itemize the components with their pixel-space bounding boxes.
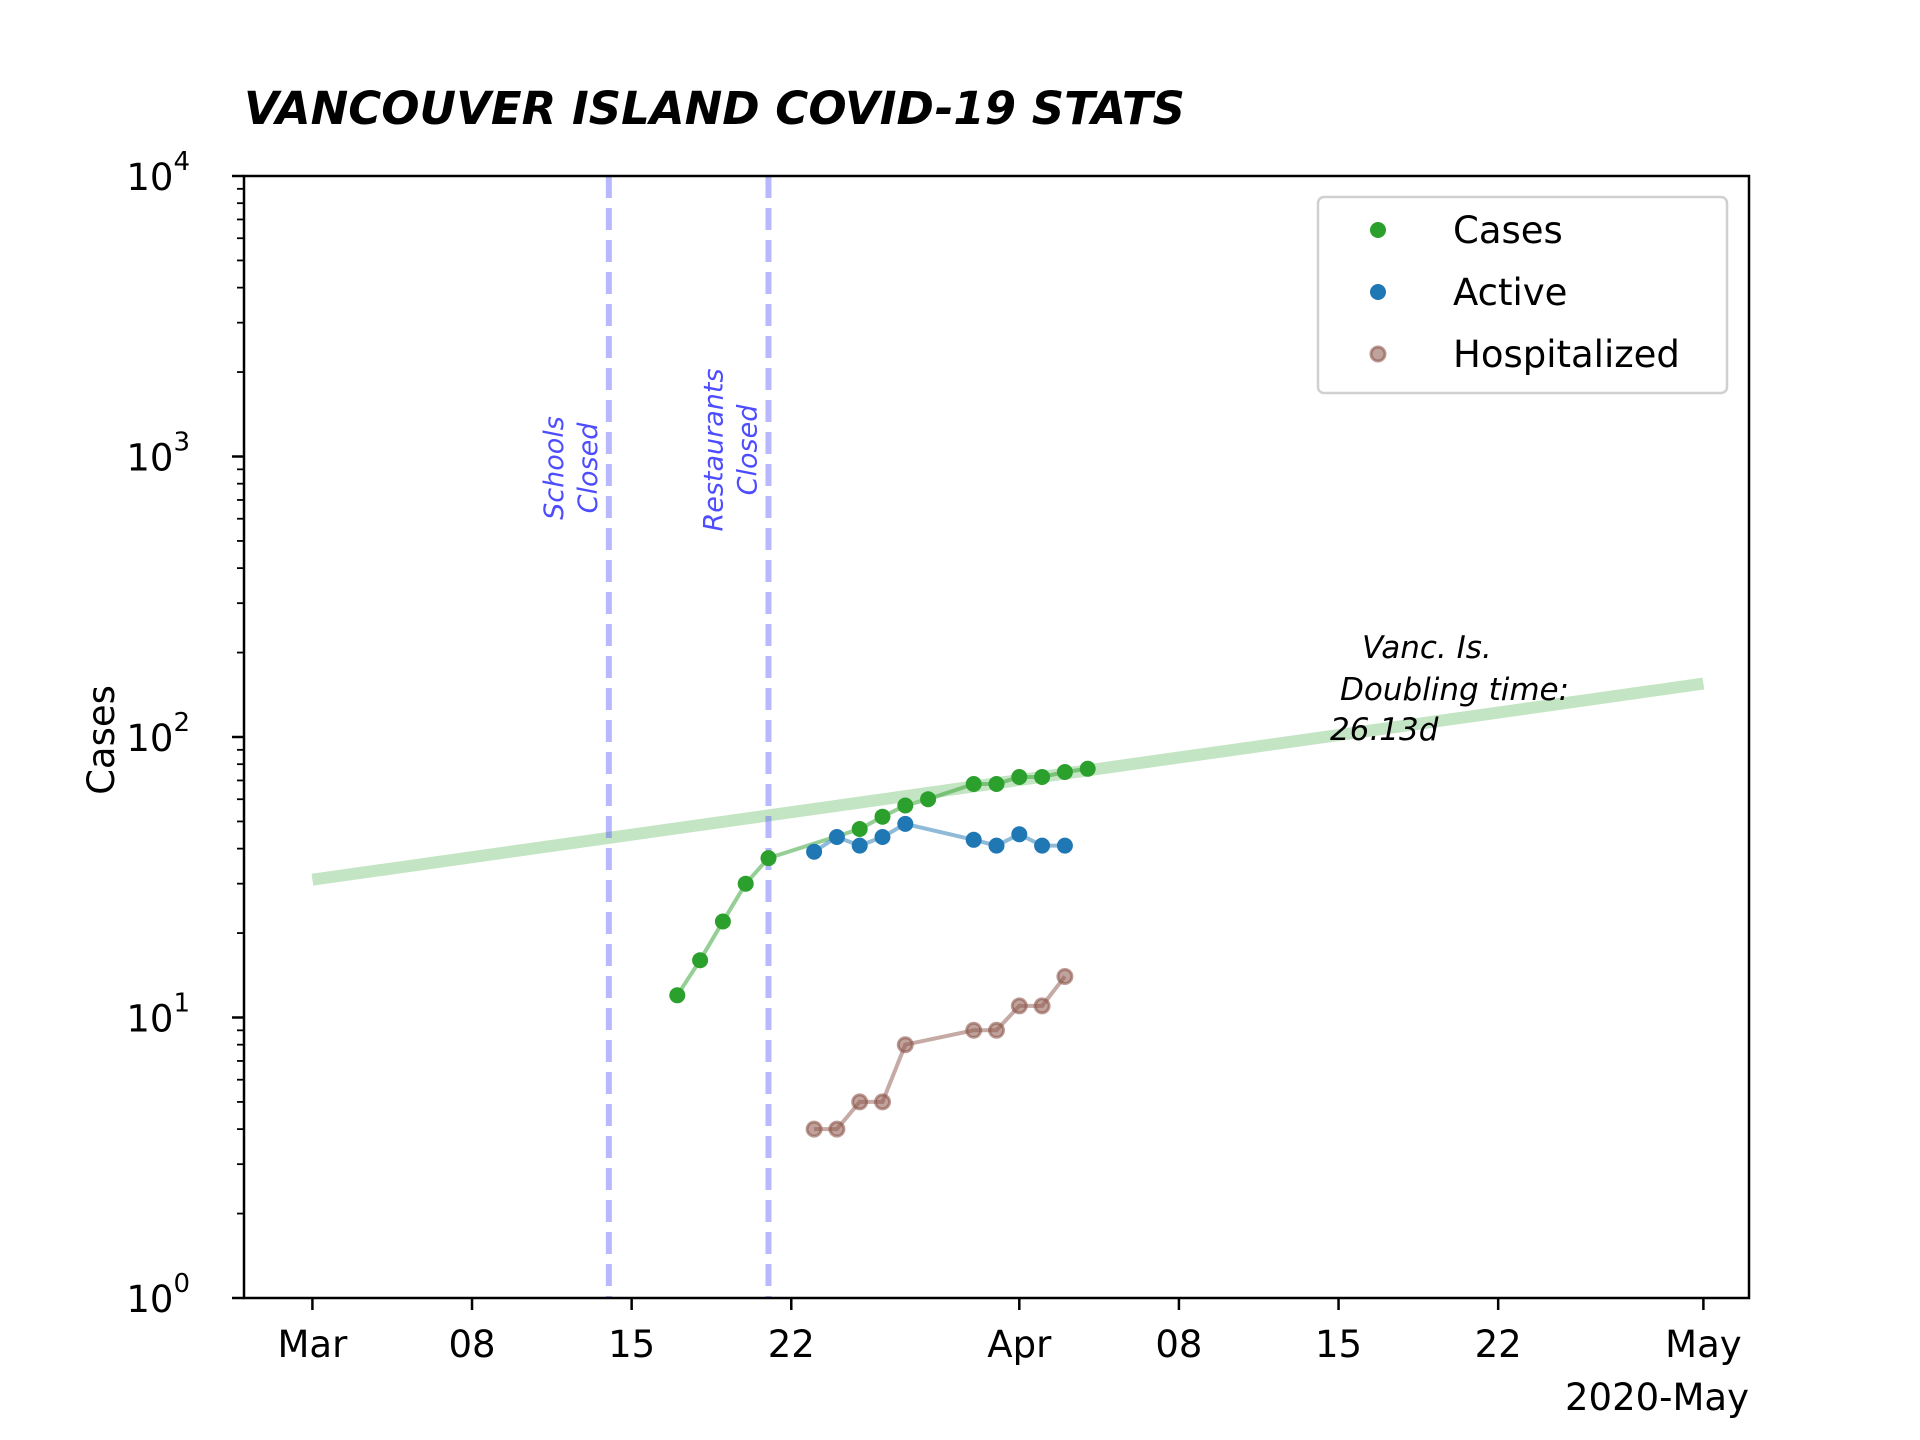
legend-label: Cases (1453, 209, 1563, 252)
data-point-active (988, 837, 1005, 854)
data-point-active (1011, 826, 1028, 843)
data-point-cases (897, 797, 914, 814)
data-point-hospitalized (896, 1036, 914, 1054)
x-axis: Mar 08 15 22 Apr 08 15 22 May (278, 1298, 1742, 1366)
data-point-cases (1011, 769, 1028, 785)
series-line-active (813, 821, 1065, 854)
data-point-cases (714, 913, 731, 930)
event-label: Closed (732, 404, 763, 496)
event-layer: Schools Closed Restaurants Closed (539, 176, 772, 1298)
data-point-active (1034, 837, 1051, 854)
legend: Cases Active Hospitalized (1316, 195, 1729, 395)
series-layer (669, 760, 1096, 1138)
data-point-cases (1079, 760, 1096, 777)
chart-title: VANCOUVER ISLAND COVID-19 STATS (244, 82, 1185, 135)
data-point-hospitalized (805, 1120, 823, 1138)
x-tick-label: Mar (278, 1323, 349, 1366)
data-point-hospitalized (1056, 968, 1074, 985)
data-point-hospitalized (965, 1021, 983, 1039)
data-point-cases (965, 776, 982, 792)
data-point-cases (1034, 769, 1051, 785)
data-point-cases (669, 987, 686, 1004)
data-point-hospitalized (874, 1093, 891, 1111)
x-tick-label: 22 (768, 1323, 815, 1366)
data-point-cases (760, 850, 777, 867)
y-axis: 100 101 102 103 104 (126, 147, 244, 1321)
data-point-hospitalized (1010, 997, 1028, 1015)
data-point-active (1056, 837, 1073, 854)
x-tick-label: 22 (1475, 1323, 1522, 1366)
data-point-cases (692, 952, 709, 969)
data-point-active (806, 843, 823, 860)
data-point-cases (874, 808, 891, 825)
data-point-active (874, 829, 891, 845)
data-point-active (828, 829, 845, 845)
data-point-active (897, 815, 914, 832)
x-offset-label: 2020-May (1565, 1376, 1749, 1419)
legend-box (1316, 195, 1729, 395)
annotation-layer: Vanc. Is. Doubling time: 26.13d (1330, 630, 1569, 748)
x-tick-label: May (1665, 1323, 1742, 1366)
data-point-hospitalized (1033, 997, 1051, 1015)
x-tick-label: 08 (448, 1323, 495, 1366)
data-point-hospitalized (851, 1093, 869, 1111)
event-label: Closed (573, 422, 604, 514)
data-point-cases (737, 875, 754, 892)
data-point-cases (988, 776, 1005, 792)
doubling-annotation-line: 26.13d (1330, 712, 1439, 748)
x-tick-label: 08 (1155, 1323, 1202, 1366)
event-label: Restaurants (698, 368, 729, 531)
data-point-active (965, 831, 982, 848)
legend-marker-hospitalized (1369, 345, 1387, 363)
legend-label: Hospitalized (1453, 333, 1680, 376)
y-tick-label: 104 (126, 147, 190, 199)
data-point-active (851, 837, 868, 854)
y-axis-label: Cases (80, 685, 123, 795)
data-point-cases (920, 791, 937, 808)
legend-marker-active (1370, 284, 1386, 300)
legend-marker-cases (1370, 222, 1386, 238)
data-point-hospitalized (988, 1021, 1005, 1039)
event-label: Schools (539, 416, 570, 520)
x-tick-label: 15 (608, 1323, 655, 1366)
doubling-annotation-line: Doubling time: (1340, 672, 1569, 708)
data-point-hospitalized (828, 1120, 846, 1138)
y-tick-label: 102 (126, 708, 190, 760)
doubling-annotation-line: Vanc. Is. (1362, 630, 1492, 666)
x-tick-label: Apr (987, 1323, 1052, 1366)
legend-label: Active (1453, 271, 1567, 314)
data-point-cases (1056, 764, 1073, 780)
y-tick-label: 100 (126, 1269, 190, 1321)
series-line-hospitalized (814, 975, 1067, 1132)
data-point-cases (851, 821, 868, 837)
y-tick-label: 103 (126, 428, 190, 480)
x-tick-label: 15 (1315, 1323, 1362, 1366)
y-tick-label: 101 (126, 989, 190, 1041)
